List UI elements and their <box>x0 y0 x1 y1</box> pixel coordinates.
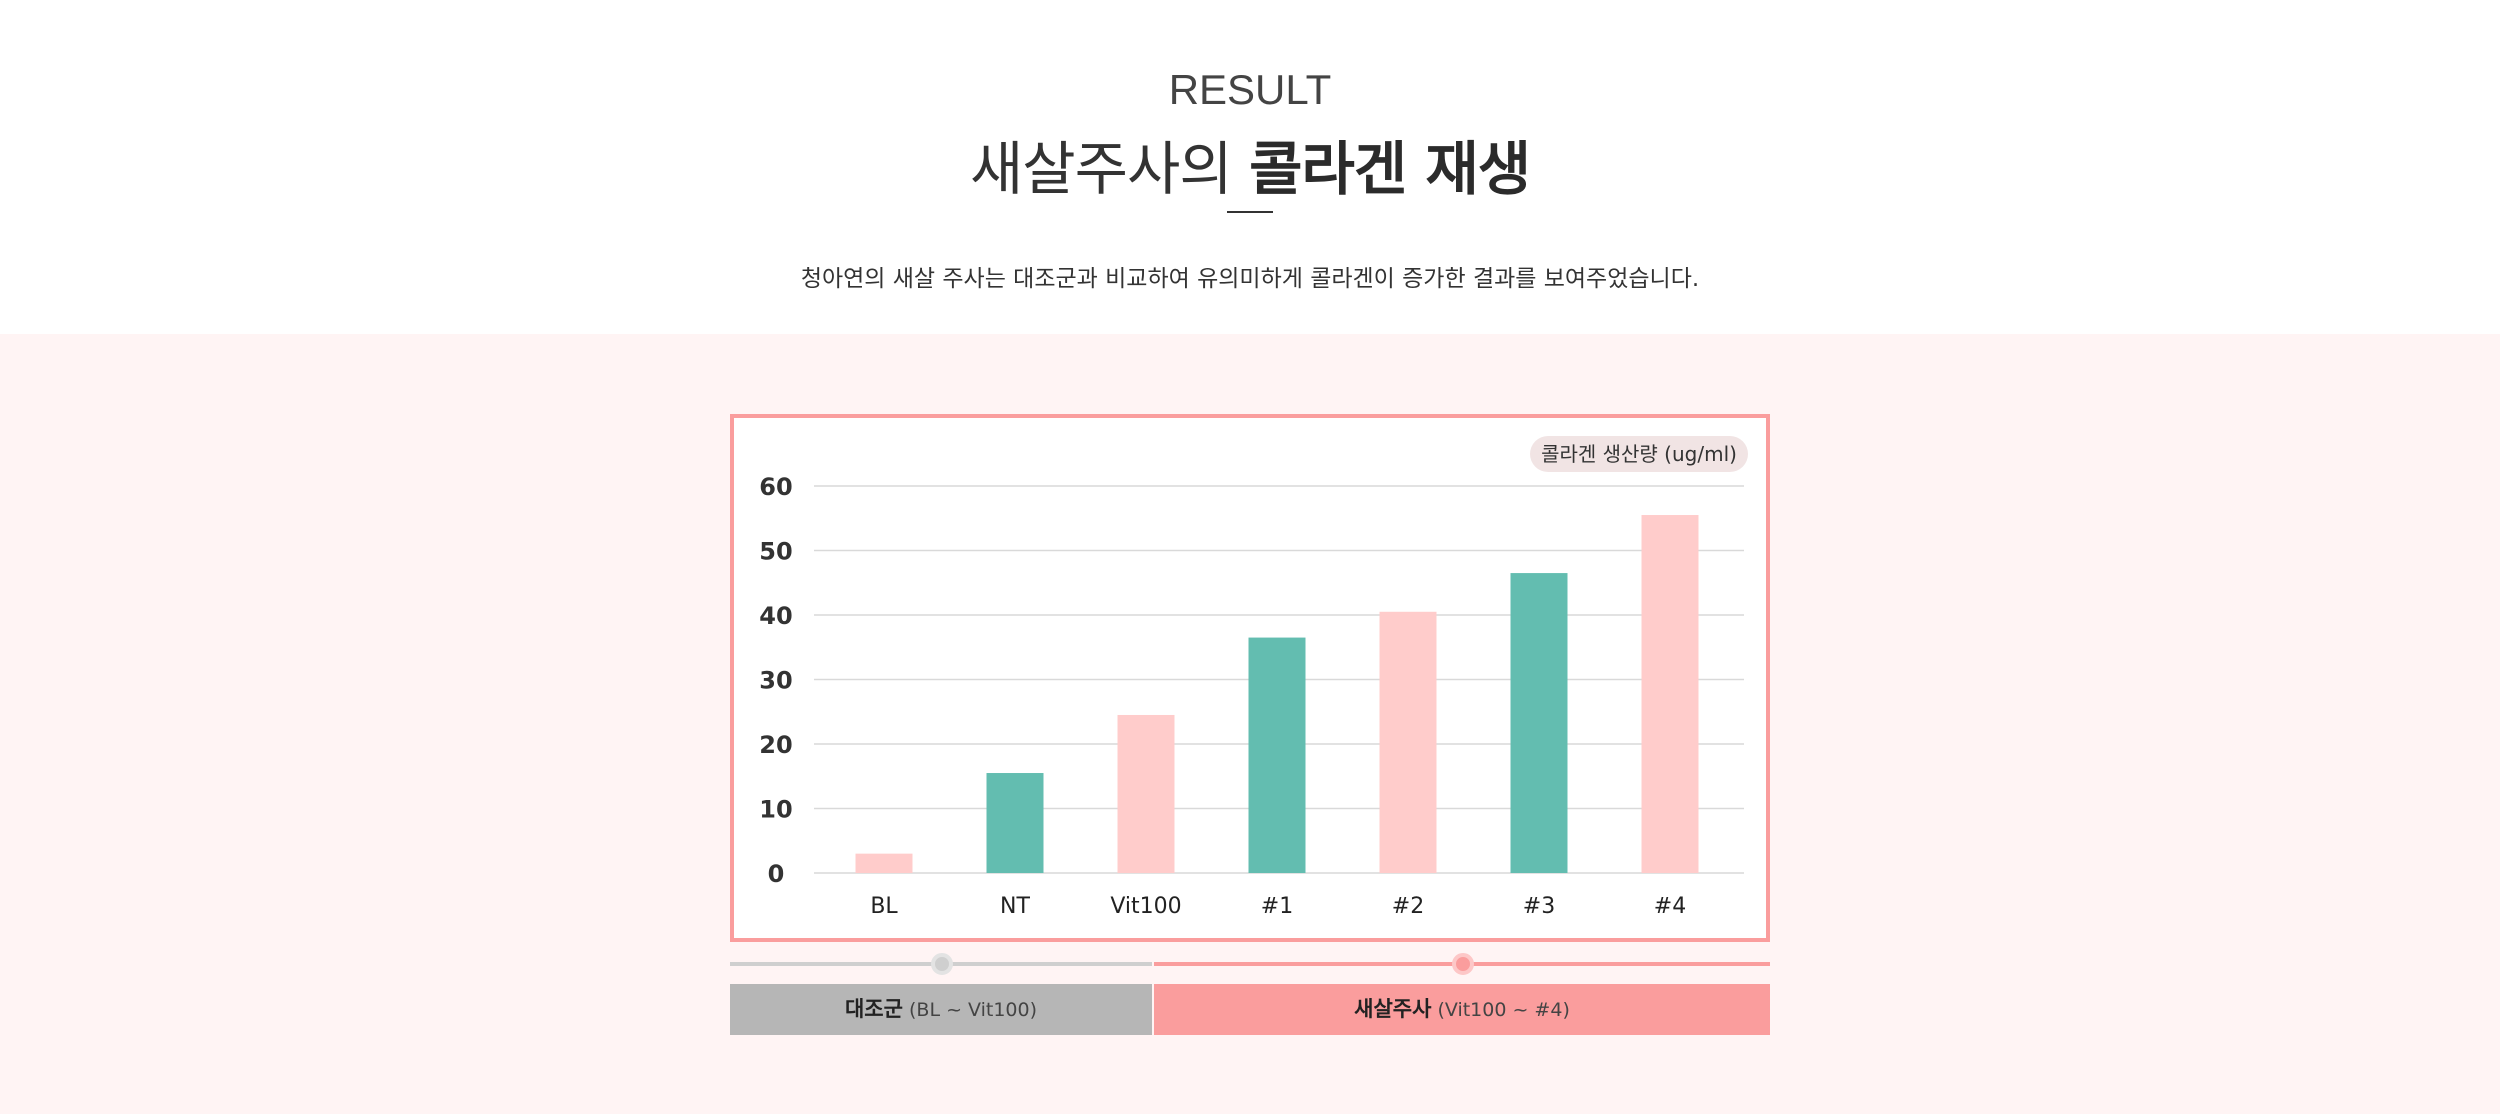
treatment-range-marker <box>1452 953 1474 975</box>
y-tick-label: 20 <box>759 731 792 759</box>
title-divider <box>1227 211 1273 213</box>
section-description: 청아연의 새살 주사는 대조군과 비교하여 유의미하게 콜라겐이 증가한 결과를… <box>800 266 1700 292</box>
page-title: 새살주사의 콜라겐 재생 <box>0 122 2500 206</box>
bar-n3 <box>1510 573 1568 873</box>
bar-vit100 <box>1117 714 1175 873</box>
y-tick-label: 30 <box>759 667 792 695</box>
bar-n4 <box>1641 515 1699 873</box>
bar-nt <box>986 773 1044 873</box>
treatment-group-name: 새살주사 <box>1354 997 1432 1021</box>
y-tick-label: 50 <box>759 538 792 566</box>
header-section <box>0 0 2500 334</box>
unit-badge: 콜라겐 생산량 (ug/ml) <box>1530 436 1748 472</box>
control-group-range: (BL ~ Vit100) <box>902 999 1038 1021</box>
x-tick-label: #3 <box>1523 894 1555 919</box>
x-tick-label: BL <box>870 894 898 919</box>
bar-bl <box>855 853 913 873</box>
x-tick-label: #2 <box>1392 894 1424 919</box>
x-tick-label: #4 <box>1654 894 1686 919</box>
control-range-marker <box>931 953 953 975</box>
title-bold: 콜라겐 재생 <box>1249 135 1531 203</box>
y-tick-label: 60 <box>759 473 792 501</box>
y-axis-ticks: 0 10 20 30 40 50 60 <box>759 473 792 888</box>
title-light: 새살주사의 <box>969 135 1250 203</box>
y-tick-label: 0 <box>768 860 785 888</box>
control-group-label: 대조군 (BL ~ Vit100) <box>730 984 1152 1035</box>
x-tick-label: #1 <box>1261 894 1293 919</box>
control-group-name: 대조군 <box>844 997 903 1021</box>
bar-n2 <box>1379 611 1437 873</box>
bar-n1 <box>1248 637 1306 873</box>
treatment-group-range: (Vit100 ~ #4) <box>1431 999 1570 1021</box>
y-tick-label: 10 <box>759 796 792 824</box>
x-axis-ticks: BL NT Vit100 #1 #2 #3 #4 <box>870 894 1686 919</box>
y-tick-label: 40 <box>759 602 792 630</box>
treatment-group-label: 새살주사 (Vit100 ~ #4) <box>1154 984 1770 1035</box>
x-tick-label: NT <box>1000 894 1030 919</box>
section-eyebrow: RESULT <box>1168 66 1332 113</box>
x-tick-label: Vit100 <box>1110 894 1181 919</box>
bars <box>855 515 1699 873</box>
